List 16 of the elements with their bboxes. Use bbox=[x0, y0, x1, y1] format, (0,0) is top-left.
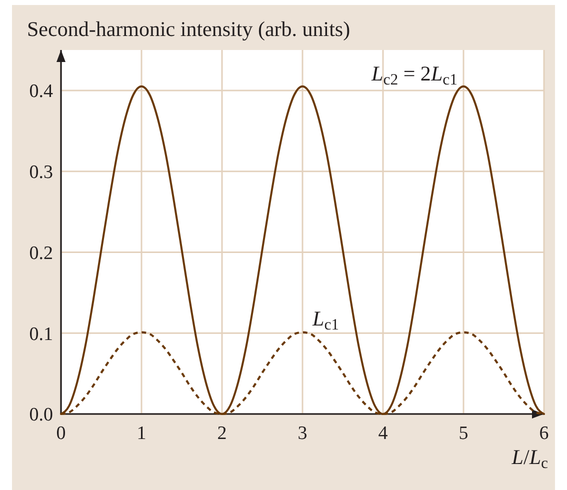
x-tick-label: 4 bbox=[378, 423, 388, 444]
x-axis-title: L/L$_{c}$ bbox=[510, 445, 548, 472]
y-tick-label: 0.3 bbox=[29, 162, 53, 183]
x-tick-label: 0 bbox=[56, 423, 66, 444]
x-tick-label: 1 bbox=[136, 423, 146, 444]
y-tick-label: 0.4 bbox=[29, 81, 54, 102]
x-tick-label: 2 bbox=[217, 423, 227, 444]
x-tick-label: 5 bbox=[458, 423, 468, 444]
y-tick-label: 0.2 bbox=[29, 242, 53, 264]
series-label: L$_{c1}$ bbox=[312, 306, 340, 333]
y-tick-label: 0.0 bbox=[29, 404, 53, 426]
y-axis-title: Second-harmonic intensity (arb. units) bbox=[27, 17, 350, 41]
x-tick-label: 3 bbox=[298, 423, 308, 444]
series-label: L$_{c2}$ = 2L$_{c1}$ bbox=[370, 61, 458, 88]
x-tick-label: 6 bbox=[539, 423, 549, 444]
y-tick-label: 0.1 bbox=[29, 324, 53, 345]
